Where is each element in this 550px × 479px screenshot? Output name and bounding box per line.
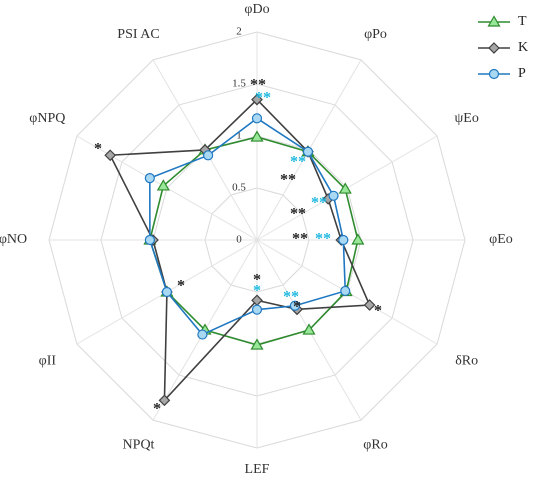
marker: [289, 300, 301, 311]
annotation: **: [250, 77, 266, 94]
tick-label: 2: [236, 26, 242, 38]
tick-label: 0: [236, 234, 242, 246]
annotation: *: [293, 299, 301, 316]
tick-label: 1: [236, 130, 242, 142]
category-label: LEF: [245, 462, 270, 477]
annotation: *: [177, 278, 185, 295]
marker: [197, 329, 208, 340]
annotation: *: [253, 283, 261, 300]
marker: [251, 304, 263, 315]
marker: [328, 190, 339, 201]
annotation: *: [153, 401, 161, 418]
annotation: **: [311, 195, 327, 212]
marker: [302, 323, 316, 335]
marker: [302, 146, 314, 157]
marker: [251, 113, 263, 124]
marker: [363, 299, 376, 311]
annotation: *: [374, 303, 382, 320]
annotation: **: [255, 90, 271, 107]
annotation: **: [292, 231, 308, 248]
marker: [250, 338, 264, 350]
marker: [251, 93, 263, 106]
category-label: δRo: [455, 353, 478, 368]
category-label: φDo: [244, 2, 269, 17]
category-label: φNPQ: [29, 111, 65, 126]
category-label: φNO: [0, 232, 27, 247]
category-label: φII: [39, 353, 57, 368]
marker: [488, 68, 500, 80]
annotation: **: [280, 172, 296, 189]
category-label: NPQt: [123, 437, 155, 452]
annotation: *: [94, 141, 102, 158]
category-label: φPo: [364, 27, 387, 42]
marker: [338, 234, 349, 246]
marker: [340, 285, 351, 297]
annotation: **: [315, 231, 331, 248]
category-label: φEo: [489, 232, 513, 247]
legend-label: K: [518, 40, 528, 55]
marker: [161, 286, 173, 298]
category-label: ψEo: [455, 111, 479, 126]
annotation: **: [290, 206, 306, 223]
tick-label: 0.5: [232, 182, 246, 194]
annotation: *: [253, 272, 261, 289]
marker: [104, 149, 117, 162]
legend-label: T: [518, 14, 527, 29]
marker: [488, 42, 500, 54]
marker: [156, 179, 170, 191]
marker: [338, 182, 352, 194]
category-label: PSI AC: [117, 27, 159, 42]
marker: [144, 234, 155, 246]
marker: [144, 173, 155, 184]
annotation: **: [283, 289, 299, 306]
marker: [351, 233, 365, 245]
marker: [158, 394, 171, 407]
marker: [203, 150, 214, 161]
marker: [487, 15, 501, 27]
marker: [250, 130, 264, 142]
annotation: **: [290, 154, 306, 171]
legend-label: P: [518, 66, 526, 81]
tick-label: 1.5: [232, 78, 246, 90]
category-label: φRo: [363, 437, 387, 452]
